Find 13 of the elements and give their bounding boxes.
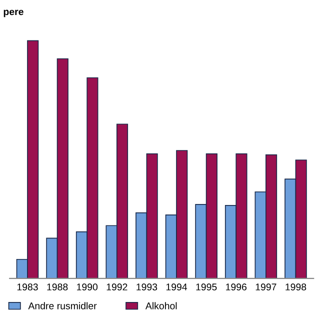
x-tick-label: 1988 <box>47 284 68 290</box>
x-tick-label: 1998 <box>286 284 306 290</box>
x-tick-label: 1994 <box>166 284 188 290</box>
x-tick-label: 1995 <box>196 284 217 290</box>
x-tick-label: 1990 <box>77 284 98 290</box>
x-tick-label: 1993 <box>136 284 158 290</box>
legend-label: Alkohol <box>145 302 177 310</box>
x-tick-label: 1996 <box>226 284 246 290</box>
x-tick-label: 1992 <box>106 284 128 290</box>
x-tick-label: 1983 <box>17 284 38 290</box>
x-tick-label: 1997 <box>256 284 276 290</box>
legend-label: Andre rusmidler <box>28 302 97 310</box>
chart-title: pere <box>4 10 24 18</box>
